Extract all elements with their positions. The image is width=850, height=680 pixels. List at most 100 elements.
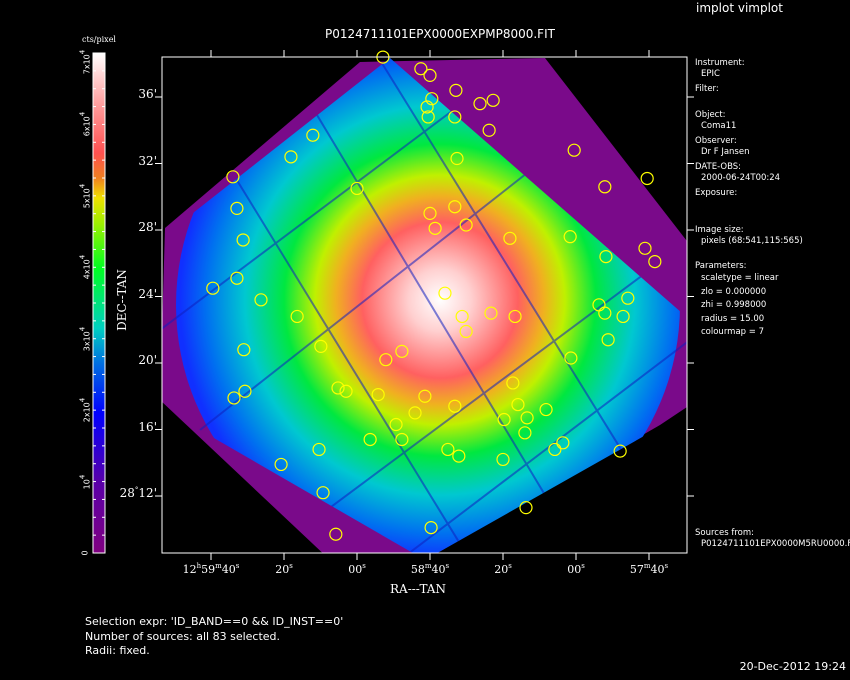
- y-tick-label: 24': [138, 286, 157, 301]
- source-circle: [508, 309, 522, 324]
- exposure-label: Exposure:: [695, 188, 738, 198]
- date-obs-label: DATE-OBS:: [695, 162, 742, 172]
- colorbar-ticks: [93, 52, 105, 554]
- plot-title: P0124711101EPX0000EXPMP8000.FIT: [325, 27, 555, 41]
- source-circle: [306, 128, 320, 142]
- source-circle: [448, 399, 462, 413]
- sources-from-label: Sources from:: [695, 528, 754, 538]
- source-circle: [564, 351, 578, 365]
- x-tick-label: 20s: [275, 562, 293, 576]
- source-circle: [563, 230, 577, 244]
- plot-frame: [161, 56, 688, 554]
- source-circle: [640, 171, 654, 186]
- colorbar-label: 0: [80, 550, 90, 556]
- source-circle: [414, 62, 428, 76]
- source-circle: [506, 376, 520, 390]
- source-circle: [648, 254, 662, 269]
- source-circle: [418, 389, 432, 403]
- x-axis-label: RA---TAN: [390, 582, 446, 596]
- source-circle: [424, 520, 438, 535]
- source-circle: [450, 151, 464, 166]
- source-circle: [518, 426, 532, 440]
- parameters-label: Parameters:: [695, 261, 747, 271]
- colorbar-label: 2x104: [78, 397, 92, 423]
- source-circle: [511, 397, 525, 412]
- source-circle: [290, 309, 304, 324]
- object-label: Object:: [695, 110, 726, 120]
- filter-label: Filter:: [695, 84, 719, 94]
- image-size-label: Image size:: [695, 225, 744, 235]
- x-tick-label: 00s: [348, 562, 366, 576]
- source-circle: [638, 241, 652, 255]
- info-panel: Instrument: EPIC Filter: Object: Coma11 …: [695, 58, 803, 340]
- source-circle: [497, 412, 511, 427]
- footer: Selection expr: 'ID_BAND==0 && ID_INST==…: [85, 615, 343, 659]
- source-circle: [601, 333, 615, 347]
- source-circle: [254, 293, 268, 307]
- source-circle: [503, 231, 517, 245]
- param-colourmap: colourmap = 7: [701, 327, 764, 337]
- x-tick-label: 20s: [494, 562, 512, 576]
- y-tick-label: 16': [138, 419, 157, 434]
- source-circle: [339, 384, 353, 398]
- source-circle: [473, 97, 487, 111]
- source-circle: [206, 281, 220, 295]
- selection-expr: Selection expr: 'ID_BAND==0 && ID_INST==…: [85, 615, 344, 628]
- source-circle: [621, 291, 635, 305]
- source-circle: [238, 384, 252, 398]
- source-circle: [425, 92, 439, 106]
- source-circle: [312, 442, 326, 457]
- y-tick-label: 36': [138, 87, 157, 101]
- source-circle: [496, 452, 510, 467]
- source-circle: [448, 200, 462, 214]
- x-tick-label: 00s: [567, 562, 585, 576]
- source-circle: [613, 444, 627, 458]
- parameter-list: scaletype = linear zlo = 0.000000 zhi = …: [695, 272, 803, 340]
- colorbar-label: 104: [78, 474, 92, 489]
- source-circle: [449, 83, 463, 97]
- colorbar-label: 5x104: [78, 183, 92, 209]
- source-circle: [420, 100, 434, 114]
- source-circle: [331, 381, 345, 395]
- source-circle: [395, 432, 409, 447]
- source-circle: [556, 436, 570, 450]
- source-circle: [363, 432, 377, 447]
- source-circle: [616, 309, 630, 324]
- source-circle: [482, 123, 496, 137]
- x-tick-label: 57m40s: [629, 562, 669, 576]
- source-circle: [350, 181, 364, 196]
- instrument-value: EPIC: [701, 69, 720, 79]
- observer-value: Dr F Jansen: [701, 147, 750, 157]
- source-circle: [379, 353, 393, 367]
- source-circle: [230, 201, 244, 215]
- source-circle: [455, 309, 469, 324]
- app-title: implot vimplot: [696, 1, 783, 15]
- object-value: Coma11: [701, 121, 737, 131]
- source-circle: [236, 233, 250, 247]
- source-circle: [599, 250, 613, 264]
- source-circle: [314, 339, 328, 353]
- source-circle: [459, 324, 473, 339]
- source-circle: [421, 110, 435, 124]
- observer-label: Observer:: [695, 136, 737, 146]
- source-circle: [329, 527, 343, 541]
- y-tick-label: 28': [138, 220, 157, 234]
- x-tick-label: 12h59m40s: [182, 562, 240, 576]
- y-tick-label: 28°12': [119, 486, 157, 500]
- y-tick-label: 32': [138, 153, 157, 168]
- source-circle: [598, 306, 612, 320]
- source-circle: [371, 387, 385, 402]
- timestamp: 20-Dec-2012 19:24: [739, 660, 846, 673]
- source-circle: [423, 206, 437, 220]
- source-circle: [567, 143, 581, 157]
- source-circle: [408, 406, 422, 420]
- param-zlo: zlo = 0.000000: [701, 286, 767, 297]
- colorbar-label: 3x104: [78, 326, 92, 351]
- source-circle: [316, 486, 330, 500]
- source-circle: [423, 68, 437, 82]
- source-circle: [486, 93, 500, 107]
- source-circle: [448, 110, 462, 124]
- image-size-value: pixels (68:541,115:565): [701, 236, 803, 246]
- source-circle: [598, 180, 612, 194]
